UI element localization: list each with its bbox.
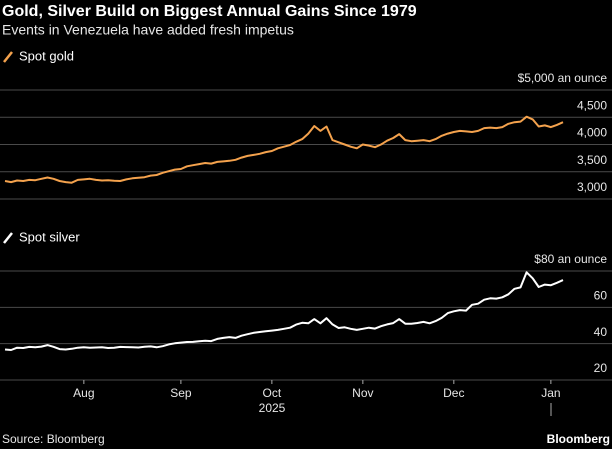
y-tick-label: 4,000	[577, 126, 607, 140]
chart-title: Gold, Silver Build on Biggest Annual Gai…	[2, 3, 417, 20]
chart-subtitle: Events in Venezuela have added fresh imp…	[2, 22, 294, 38]
legend-label: Spot gold	[19, 48, 74, 63]
series-line	[4, 115, 564, 184]
brand: Bloomberg	[547, 432, 610, 446]
legend-label: Spot silver	[19, 229, 80, 244]
legend-swatch	[3, 232, 13, 244]
y-tick-label: 4,500	[577, 98, 607, 112]
x-tick-label: Aug	[73, 386, 94, 400]
x-axis-year: 2025	[259, 401, 286, 415]
x-tick-label: Nov	[352, 386, 373, 400]
source: Source: Bloomberg	[2, 432, 105, 446]
y-tick-label: $80 an ounce	[534, 252, 607, 266]
series-line	[4, 271, 564, 351]
y-tick-label: 40	[594, 325, 608, 339]
y-tick-label: 3,000	[577, 180, 607, 194]
x-tick-label: Sep	[170, 386, 192, 400]
y-tick-label: $5,000 an ounce	[518, 71, 608, 85]
legend-swatch	[3, 51, 13, 63]
x-tick-label: Dec	[443, 386, 464, 400]
y-tick-label: 20	[594, 361, 608, 375]
y-tick-label: 60	[594, 289, 608, 303]
x-tick-label: Oct	[263, 386, 282, 400]
y-tick-label: 3,500	[577, 153, 607, 167]
x-tick-label: Jan	[541, 386, 560, 400]
